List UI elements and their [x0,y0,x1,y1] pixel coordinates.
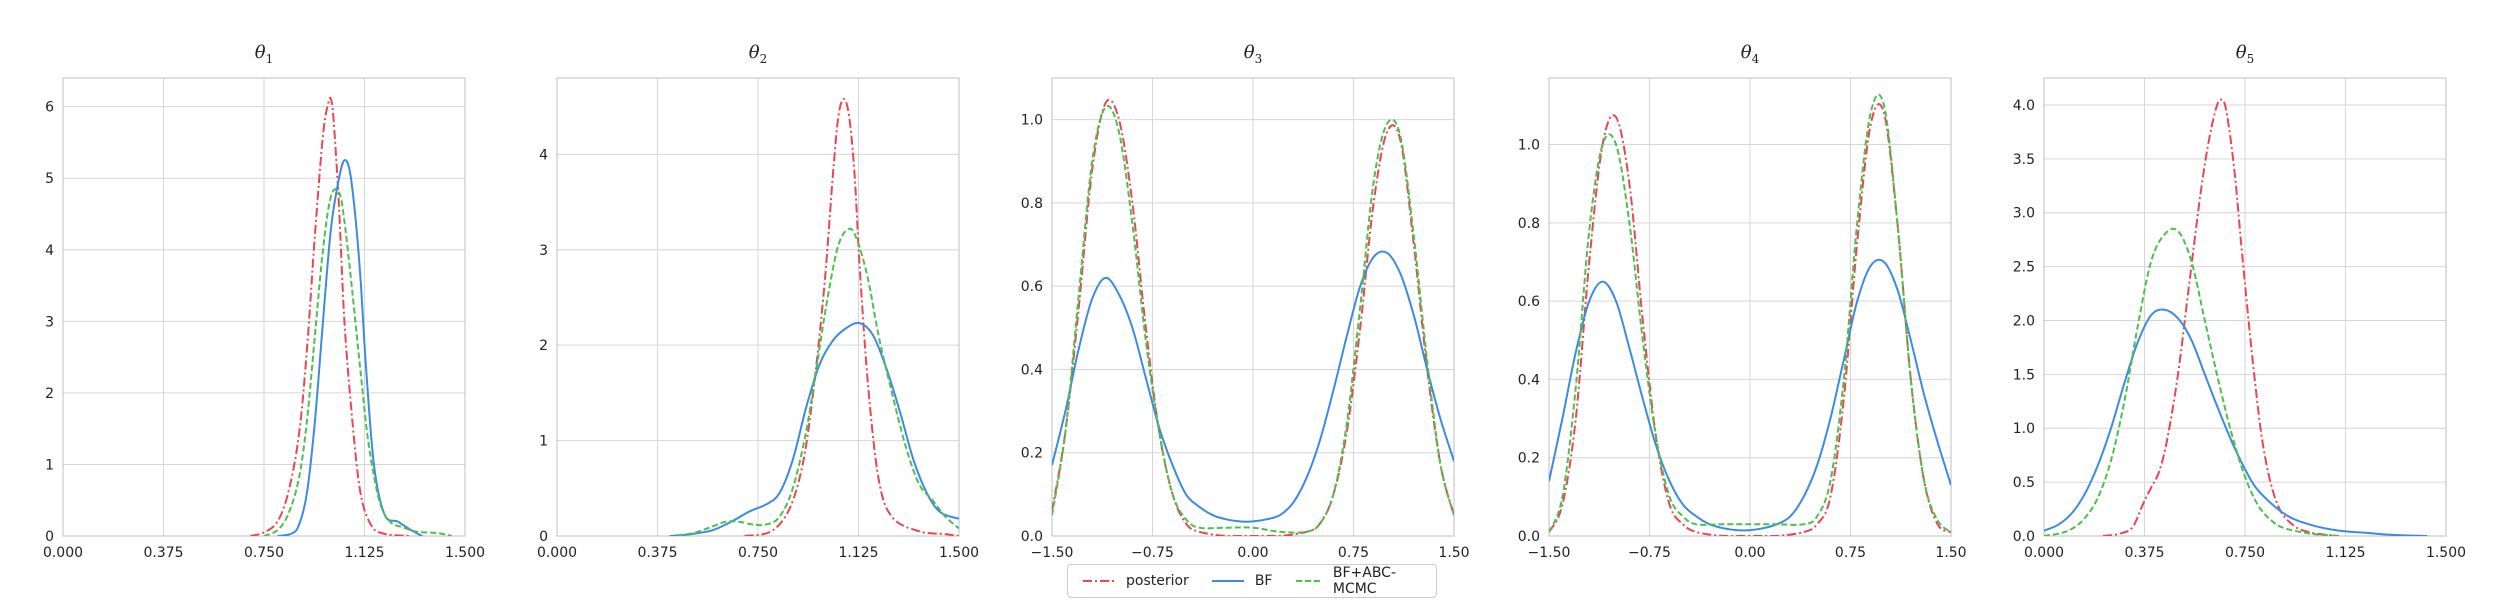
legend-swatch-posterior [1083,580,1115,582]
x-tick-label: 0.375 [143,545,183,561]
y-tick-label: 1 [45,457,54,473]
y-tick-label: 2.0 [2013,313,2035,329]
x-tick-label: 0.00 [1237,545,1268,561]
legend-label-posterior: posterior [1126,573,1189,589]
subplot-title: θ4 [1741,42,1760,66]
x-tick-label: 0.75 [1835,545,1866,561]
x-tick-label: 1.500 [2426,545,2466,561]
x-tick-label: −0.75 [1131,545,1174,561]
y-tick-label: 4 [45,243,54,259]
legend-swatch-bf-abc-mcmc [1295,580,1323,582]
x-tick-label: 0.000 [537,545,577,561]
y-tick-label: 3 [539,243,548,259]
x-tick-label: 0.000 [43,545,83,561]
series-line-bf [1052,250,1454,523]
y-tick-label: 1.5 [2013,367,2035,383]
legend-item-bf-abc-mcmc: BF+ABC-MCMC [1295,565,1423,597]
legend-label-bf: BF [1254,573,1273,589]
series-line-bf-abc-mcmc [263,188,452,536]
y-tick-label: 0.8 [1021,196,1043,212]
y-tick-label: 0.0 [2013,529,2035,545]
subplot-theta4: −1.50 −0.75 0.00 0.75 1.50 0.0 0.2 0.4 0.6 0.8 1.0… [1518,42,1967,561]
y-tick-label: 4.0 [2013,98,2035,114]
y-tick-label: 2 [45,386,54,402]
series-line-bf-abc-mcmc [2044,227,2339,536]
y-tick-label: 0.2 [1518,451,1540,467]
series-line-bf-abc-mcmc [677,227,959,536]
x-tick-label: 1.50 [1438,545,1469,561]
subplot-title: θ5 [2236,42,2254,66]
x-tick-label: 1.125 [838,545,878,561]
subplot-theta5: 0.000 0.375 0.750 1.125 1.500 0.0 0.5 1.0 1.5 2.0… [2013,42,2466,561]
y-tick-label: 1 [539,434,548,450]
y-tick-label: 0.0 [1518,529,1540,545]
x-tick-label: 0.00 [1734,545,1765,561]
subplot-theta3: −1.50 −0.75 0.00 0.75 1.50 0.0 0.2 0.4 0.6 0.8 1.0… [1021,42,1470,561]
y-tick-label: 1.0 [1518,138,1540,154]
series-line-bf [1549,258,1951,532]
legend-label-bf-abc-mcmc: BF+ABC-MCMC [1332,565,1397,597]
x-tick-label: 1.125 [2325,545,2365,561]
y-tick-label: 5 [45,171,54,187]
x-tick-label: 1.500 [445,545,485,561]
legend-item-posterior: posterior [1082,573,1189,589]
x-tick-label: −0.75 [1628,545,1671,561]
series-line-bf-abc-mcmc [1549,93,1951,533]
subplot-theta1: 0.000 0.375 0.750 1.125 1.500 0 1 2 3 4 5 6 θ1 [43,42,485,561]
series-line-posterior [2102,98,2339,536]
y-tick-label: 2 [539,338,548,354]
x-tick-label: −1.50 [1528,545,1571,561]
x-tick-label: 0.750 [244,545,284,561]
y-tick-label: 0.8 [1518,216,1540,232]
axes-frame [556,77,960,537]
subplot-theta2: 0.000 0.375 0.750 1.125 1.500 0 1 2 3 4 θ2 [537,42,979,561]
x-tick-label: 0.375 [2124,545,2164,561]
y-tick-label: 4 [539,147,548,163]
y-tick-label: 0.5 [2013,475,2035,491]
legend-swatch-bf [1211,580,1244,582]
series-line-posterior [250,96,412,536]
y-tick-label: 0 [539,529,548,545]
series-line-bf-abc-mcmc [1052,105,1454,534]
y-tick-label: 6 [45,100,54,116]
y-tick-label: 0 [45,529,54,545]
x-tick-label: −1.50 [1031,545,1074,561]
y-tick-label: 1.0 [1021,113,1043,129]
x-tick-label: 0.000 [2024,545,2064,561]
series-line-bf [2044,308,2428,536]
series-line-posterior [744,98,959,536]
x-tick-label: 1.125 [344,545,384,561]
y-tick-label: 3.0 [2013,206,2035,222]
x-tick-label: 1.500 [939,545,979,561]
subplot-title: θ1 [255,42,273,66]
subplot-title: θ3 [1244,42,1262,66]
y-tick-label: 0.4 [1518,372,1540,388]
x-tick-label: 0.75 [1338,545,1369,561]
y-tick-label: 0.6 [1021,279,1043,295]
y-tick-label: 3.5 [2013,152,2035,168]
y-tick-label: 0.0 [1021,529,1043,545]
y-tick-label: 0.6 [1518,294,1540,310]
y-tick-label: 3 [45,314,54,330]
axes-frame [2043,77,2447,537]
y-tick-label: 1.0 [2013,421,2035,437]
x-tick-label: 0.750 [2225,545,2265,561]
y-tick-label: 0.4 [1021,362,1043,378]
x-tick-label: 0.375 [637,545,677,561]
y-tick-label: 0.2 [1021,446,1043,462]
y-tick-label: 2.5 [2013,260,2035,276]
x-tick-label: 0.750 [738,545,778,561]
legend-item-bf: BF [1211,573,1273,589]
subplot-title: θ2 [749,42,767,66]
legend: posterior BF BF+ABC-MCMC [1067,564,1437,598]
x-tick-label: 1.50 [1935,545,1966,561]
